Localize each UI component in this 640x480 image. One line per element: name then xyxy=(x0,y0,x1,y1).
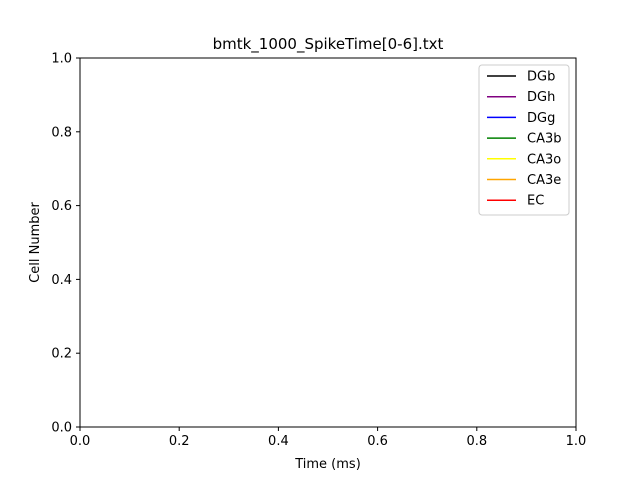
y-tick-label: 1.0 xyxy=(51,52,72,67)
y-axis-label: Cell Number xyxy=(28,202,43,283)
legend-entry: CA3e xyxy=(527,173,561,188)
x-axis-label: Time (ms) xyxy=(294,457,361,472)
x-tick-label: 0.6 xyxy=(367,434,388,449)
y-tick-label: 0.0 xyxy=(51,421,72,436)
legend-entry: DGh xyxy=(527,90,555,105)
x-tick-label: 0.4 xyxy=(268,434,289,449)
y-tick-label: 0.2 xyxy=(51,347,72,362)
legend: DGb DGh DGg CA3b CA3o CA3e EC xyxy=(478,64,570,216)
legend-entry: CA3b xyxy=(527,132,562,147)
legend-entry: CA3o xyxy=(527,152,561,167)
x-axis: 0.0 0.2 0.4 0.6 0.8 1.0 xyxy=(70,427,587,449)
y-tick-label: 0.6 xyxy=(51,199,72,214)
legend-entry: DGg xyxy=(527,111,555,126)
x-tick-label: 0.8 xyxy=(466,434,487,449)
y-tick-label: 0.8 xyxy=(51,125,72,140)
y-tick-label: 0.4 xyxy=(51,273,72,288)
x-tick-label: 0.0 xyxy=(70,434,91,449)
legend-entry: DGb xyxy=(527,70,555,85)
x-tick-label: 0.2 xyxy=(169,434,190,449)
x-tick-label: 1.0 xyxy=(566,434,587,449)
legend-frame xyxy=(478,64,570,216)
chart-title: bmtk_1000_SpikeTime[0-6].txt xyxy=(213,35,444,54)
legend-entry: EC xyxy=(527,194,544,209)
y-axis: 0.0 0.2 0.4 0.6 0.8 1.0 xyxy=(51,52,80,436)
